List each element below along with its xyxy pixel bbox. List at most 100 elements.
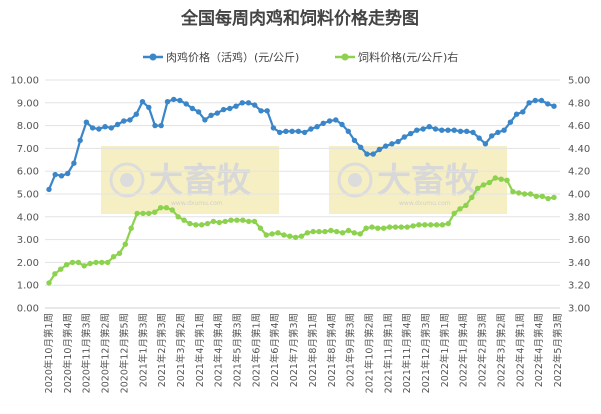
feed-point — [363, 225, 369, 231]
feed-point — [457, 206, 463, 212]
feed-point — [545, 195, 551, 202]
feed-point — [146, 210, 152, 217]
chicken-point — [426, 124, 432, 130]
feed-point — [122, 241, 128, 247]
chicken-point — [451, 127, 457, 133]
chicken-point — [345, 128, 351, 134]
chicken-point — [239, 100, 245, 106]
feed-point — [93, 259, 99, 266]
feed-point — [134, 210, 140, 217]
feed-point — [110, 254, 117, 260]
y-left-tick-label: 7.00 — [17, 144, 39, 155]
legend-feed-marker — [341, 53, 349, 61]
feed-point — [81, 263, 87, 269]
watermark-text: 大畜牧 — [377, 161, 480, 201]
x-tick-label: 2021年11月第1周 — [382, 313, 394, 393]
x-tick-label: 2022年2月第3周 — [477, 313, 489, 387]
chicken-point — [65, 170, 71, 177]
chicken-point — [489, 133, 495, 139]
feed-point — [463, 202, 469, 209]
chicken-point — [89, 125, 96, 131]
x-tick-label: 2021年2月第3周 — [156, 313, 168, 387]
chicken-point — [258, 108, 264, 114]
feed-point — [357, 231, 363, 237]
chicken-point — [233, 103, 239, 109]
feed-point — [298, 233, 305, 239]
chicken-point — [277, 129, 283, 136]
chicken-point — [320, 120, 326, 127]
feed-point — [533, 193, 540, 199]
feed-point — [140, 210, 146, 217]
chicken-point — [164, 99, 171, 105]
y-left-tick-label: 10.00 — [10, 76, 39, 87]
chicken-point — [470, 129, 476, 136]
legend-feed-label: 饲料价格(元/公斤)右 — [358, 50, 458, 64]
series-feed — [46, 175, 557, 286]
feed-point — [433, 222, 440, 228]
feed-point — [187, 220, 193, 227]
chicken-point — [507, 119, 514, 125]
y-right-tick-label: 4.20 — [568, 167, 590, 178]
x-tick-label: 2021年6月第1周 — [250, 313, 262, 387]
y-right-tick-label: 3.60 — [568, 235, 590, 246]
y-left-tick-label: 6.00 — [17, 167, 39, 178]
legend-chicken-label: 肉鸡价格（活鸡）(元/公斤) — [166, 50, 299, 64]
x-tick-label: 2020年12月第2周 — [100, 313, 112, 393]
x-tick-label: 2020年10月第4周 — [62, 313, 74, 393]
feed-point — [287, 233, 293, 239]
chicken-point — [264, 108, 270, 114]
chicken-point — [121, 118, 127, 124]
chicken-point — [295, 128, 302, 134]
y-right-tick-label: 4.40 — [568, 144, 590, 155]
feed-point — [175, 214, 181, 220]
x-tick-label: 2021年8月第4周 — [326, 313, 338, 387]
feed-point — [539, 193, 545, 199]
chicken-point — [370, 151, 376, 157]
x-axis: 2020年10月第1周 2020年10月第4周 2020年11月第3周 2020年12… — [43, 307, 564, 393]
feed-point — [181, 217, 187, 223]
chart-title: 全国每周肉鸡和饲料价格走势图 — [180, 8, 419, 29]
chicken-point — [326, 118, 333, 124]
chicken-point — [146, 104, 152, 111]
chicken-point — [432, 126, 439, 132]
chicken-point — [289, 128, 295, 134]
y-left-tick-label: 5.00 — [17, 190, 39, 201]
chicken-point — [333, 117, 339, 123]
chicken-point — [439, 127, 445, 133]
feed-point — [498, 176, 504, 182]
x-tick-label: 2022年3月第2周 — [495, 313, 507, 387]
watermark-logo-dot — [348, 173, 362, 187]
x-tick-label: 2021年5月第3周 — [232, 313, 244, 387]
chicken-point — [189, 105, 196, 112]
feed-point — [416, 222, 422, 228]
feed-point — [475, 185, 481, 191]
feed-point — [316, 228, 322, 235]
watermark-logo-dot — [120, 173, 134, 187]
feed-point — [63, 262, 70, 268]
watermark-subtext: www.dxumu.com — [399, 200, 451, 207]
x-tick-label: 2021年3月第2周 — [175, 313, 187, 387]
chicken-point — [407, 130, 414, 137]
y-left-tick-label: 2.00 — [17, 258, 39, 269]
feed-point — [527, 191, 534, 197]
x-tick-label: 2022年4月第1周 — [514, 313, 526, 387]
chicken-point — [83, 119, 90, 125]
feed-point — [234, 217, 240, 223]
chicken-point — [501, 127, 507, 133]
chicken-point — [376, 146, 383, 153]
x-tick-label: 2021年4月第4周 — [213, 313, 225, 387]
chicken-point — [513, 111, 520, 117]
y-right-tick-label: 3.80 — [568, 212, 590, 223]
feed-point — [128, 225, 134, 231]
feed-point — [345, 227, 352, 234]
feed-point — [445, 220, 451, 227]
watermark-subtext: www.dxumu.com — [171, 200, 223, 207]
chicken-point — [389, 141, 395, 147]
feed-point — [281, 232, 287, 238]
x-tick-label: 2022年4月第4周 — [533, 313, 545, 387]
x-tick-label: 2020年12月第5周 — [118, 313, 130, 393]
feed-point — [52, 271, 58, 277]
y-left-tick-label: 8.00 — [17, 121, 39, 132]
chicken-point — [545, 101, 551, 107]
